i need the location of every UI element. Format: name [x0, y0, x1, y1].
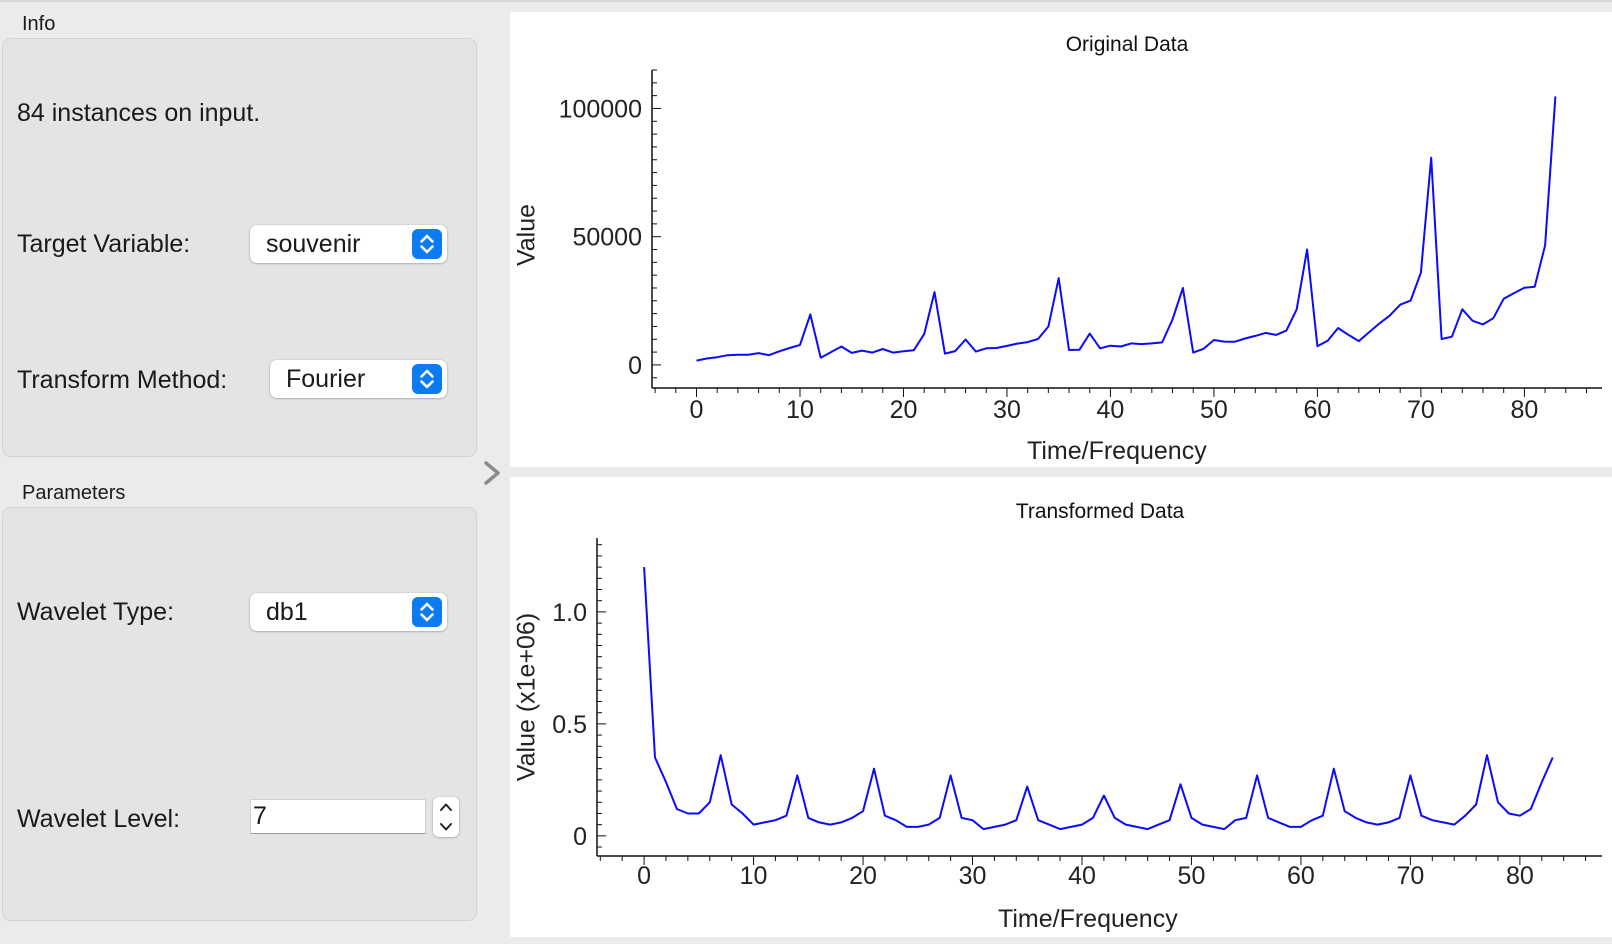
select-arrows-icon [412, 364, 442, 394]
window-top-border [0, 0, 1612, 2]
x-tick-label: 80 [1506, 862, 1534, 890]
x-tick-label: 30 [959, 862, 987, 890]
wavelet-level-label: Wavelet Level: [17, 805, 181, 833]
parameters-section-title: Parameters [22, 482, 126, 504]
original-data-xlabel: Time/Frequency [1027, 437, 1207, 465]
select-arrows-icon [412, 229, 442, 259]
y-tick-label: 1.0 [552, 599, 587, 627]
original-data-title: Original Data [1065, 33, 1189, 56]
x-tick-label: 40 [1097, 396, 1125, 424]
y-tick-label: 0.5 [552, 711, 587, 739]
transformed-data-xlabel: Time/Frequency [998, 905, 1178, 933]
x-tick-label: 60 [1304, 396, 1332, 424]
transform-method-label: Transform Method: [17, 366, 228, 394]
wavelet-type-label: Wavelet Type: [17, 598, 175, 626]
transformed-data-series-line [643, 567, 1554, 831]
original-data-series-line [696, 96, 1557, 362]
x-tick-label: 0 [637, 862, 651, 890]
x-tick-label: 40 [1068, 862, 1096, 890]
transformed-data-plot [510, 477, 1612, 937]
target-variable-select[interactable]: souvenir [250, 225, 447, 263]
parameters-box [2, 507, 477, 921]
wavelet-type-select[interactable]: db1 [250, 593, 447, 631]
target-variable-label: Target Variable: [17, 230, 191, 258]
x-tick-label: 30 [993, 396, 1021, 424]
x-tick-label: 70 [1397, 862, 1425, 890]
target-variable-value: souvenir [266, 230, 361, 258]
x-tick-label: 60 [1287, 862, 1315, 890]
wavelet-level-input[interactable] [250, 799, 426, 834]
original-data-plot [510, 12, 1612, 467]
x-tick-label: 50 [1200, 396, 1228, 424]
wavelet-type-value: db1 [266, 598, 308, 626]
y-tick-label: 100000 [559, 95, 642, 123]
x-tick-label: 70 [1407, 396, 1435, 424]
stepper-up-icon[interactable] [433, 797, 459, 817]
y-tick-label: 50000 [572, 224, 642, 252]
x-tick-label: 20 [849, 862, 877, 890]
y-tick-label: 0 [573, 823, 587, 851]
y-tick-label: 0 [628, 352, 642, 380]
transformed-data-title: Transformed Data [1015, 500, 1185, 523]
select-arrows-icon [412, 597, 442, 627]
wavelet-level-stepper[interactable] [433, 797, 459, 837]
x-tick-label: 50 [1178, 862, 1206, 890]
stepper-down-icon[interactable] [433, 817, 459, 837]
x-tick-label: 80 [1510, 396, 1538, 424]
transform-method-select[interactable]: Fourier [270, 360, 447, 398]
transform-method-value: Fourier [286, 365, 366, 393]
x-tick-label: 0 [690, 396, 704, 424]
x-tick-label: 10 [786, 396, 814, 424]
x-tick-label: 20 [890, 396, 918, 424]
chevron-right-icon[interactable] [482, 458, 504, 488]
info-section-title: Info [22, 13, 56, 35]
instances-info-text: 84 instances on input. [17, 99, 261, 127]
x-tick-label: 10 [740, 862, 768, 890]
